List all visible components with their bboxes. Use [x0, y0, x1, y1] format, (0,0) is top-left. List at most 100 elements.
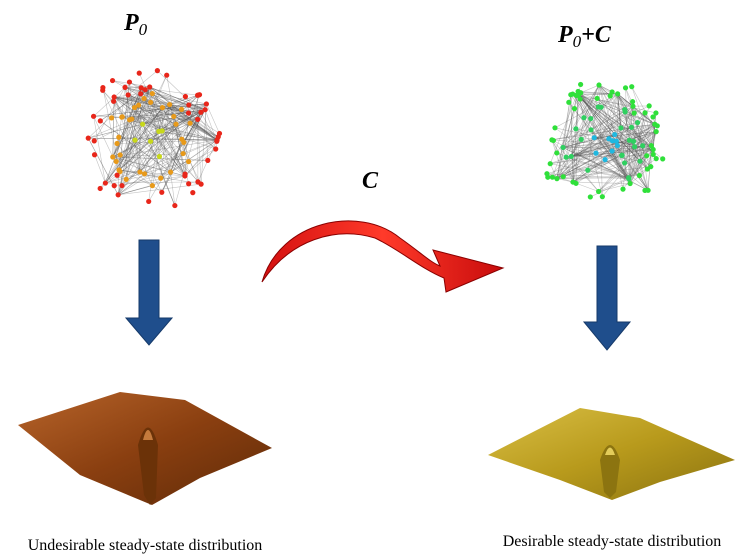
node [146, 199, 151, 204]
node [198, 110, 203, 115]
node [195, 117, 200, 122]
node [660, 156, 665, 161]
node [100, 88, 105, 93]
node [173, 122, 178, 127]
node [126, 92, 131, 97]
node [566, 100, 571, 105]
node [110, 78, 115, 83]
node [138, 91, 143, 96]
node [127, 79, 132, 84]
node [593, 151, 598, 156]
node [148, 100, 153, 105]
edge [557, 178, 629, 179]
node [217, 131, 222, 136]
node [111, 99, 116, 104]
node [623, 109, 628, 114]
node [183, 94, 188, 99]
node [588, 116, 593, 121]
node [651, 152, 656, 157]
node [92, 138, 97, 143]
node [98, 118, 103, 123]
node [581, 115, 586, 120]
node [205, 158, 210, 163]
node [570, 91, 575, 96]
node [561, 174, 566, 179]
transform-arrow [262, 221, 503, 292]
node [190, 190, 195, 195]
node [86, 136, 91, 141]
node [124, 177, 129, 182]
label-main: P [557, 22, 573, 48]
node [632, 144, 637, 149]
label-suffix: +C [581, 22, 612, 48]
node [609, 89, 614, 94]
left-label: P0 [123, 10, 148, 39]
node [595, 96, 600, 101]
caption-left: Undesirable steady-state distribution [28, 537, 263, 554]
node [137, 71, 142, 76]
node [186, 181, 191, 186]
node [114, 141, 119, 146]
node [188, 121, 193, 126]
node [204, 101, 209, 106]
node [610, 148, 615, 153]
node [620, 187, 625, 192]
node [618, 125, 623, 130]
node [114, 159, 119, 164]
node [600, 194, 605, 199]
node [150, 91, 155, 96]
node [147, 84, 152, 89]
edge [113, 97, 114, 157]
right-label: P0+C [557, 22, 612, 51]
node [214, 139, 219, 144]
node [654, 156, 659, 161]
node [596, 189, 601, 194]
node [118, 152, 123, 157]
node [578, 90, 583, 95]
node [109, 115, 114, 120]
node [142, 171, 147, 176]
node [552, 125, 557, 130]
node [548, 161, 553, 166]
node [119, 183, 124, 188]
node [164, 73, 169, 78]
node [122, 85, 127, 90]
node [635, 120, 640, 125]
node [179, 107, 184, 112]
node [572, 106, 577, 111]
node [655, 123, 660, 128]
node [644, 153, 649, 158]
node [186, 110, 191, 115]
node [150, 183, 155, 188]
node [654, 129, 659, 134]
node [629, 125, 634, 130]
surface-left [18, 392, 272, 505]
down-arrow-right [584, 246, 630, 350]
network-left [86, 68, 222, 208]
node [560, 145, 565, 150]
node [195, 93, 200, 98]
node [167, 102, 172, 107]
node [630, 99, 635, 104]
node [132, 138, 137, 143]
node [622, 160, 627, 165]
node [115, 173, 120, 178]
node [186, 159, 191, 164]
node [564, 155, 569, 160]
node [156, 129, 161, 134]
network-right [544, 82, 665, 200]
node [647, 103, 652, 108]
node [585, 168, 590, 173]
node [120, 114, 125, 119]
node [632, 111, 637, 116]
node [186, 102, 191, 107]
node [640, 143, 645, 148]
node [578, 82, 583, 87]
node [140, 122, 145, 127]
node [637, 159, 642, 164]
node [551, 138, 556, 143]
node [172, 203, 177, 208]
node [112, 183, 117, 188]
node [157, 154, 162, 159]
node [103, 180, 108, 185]
